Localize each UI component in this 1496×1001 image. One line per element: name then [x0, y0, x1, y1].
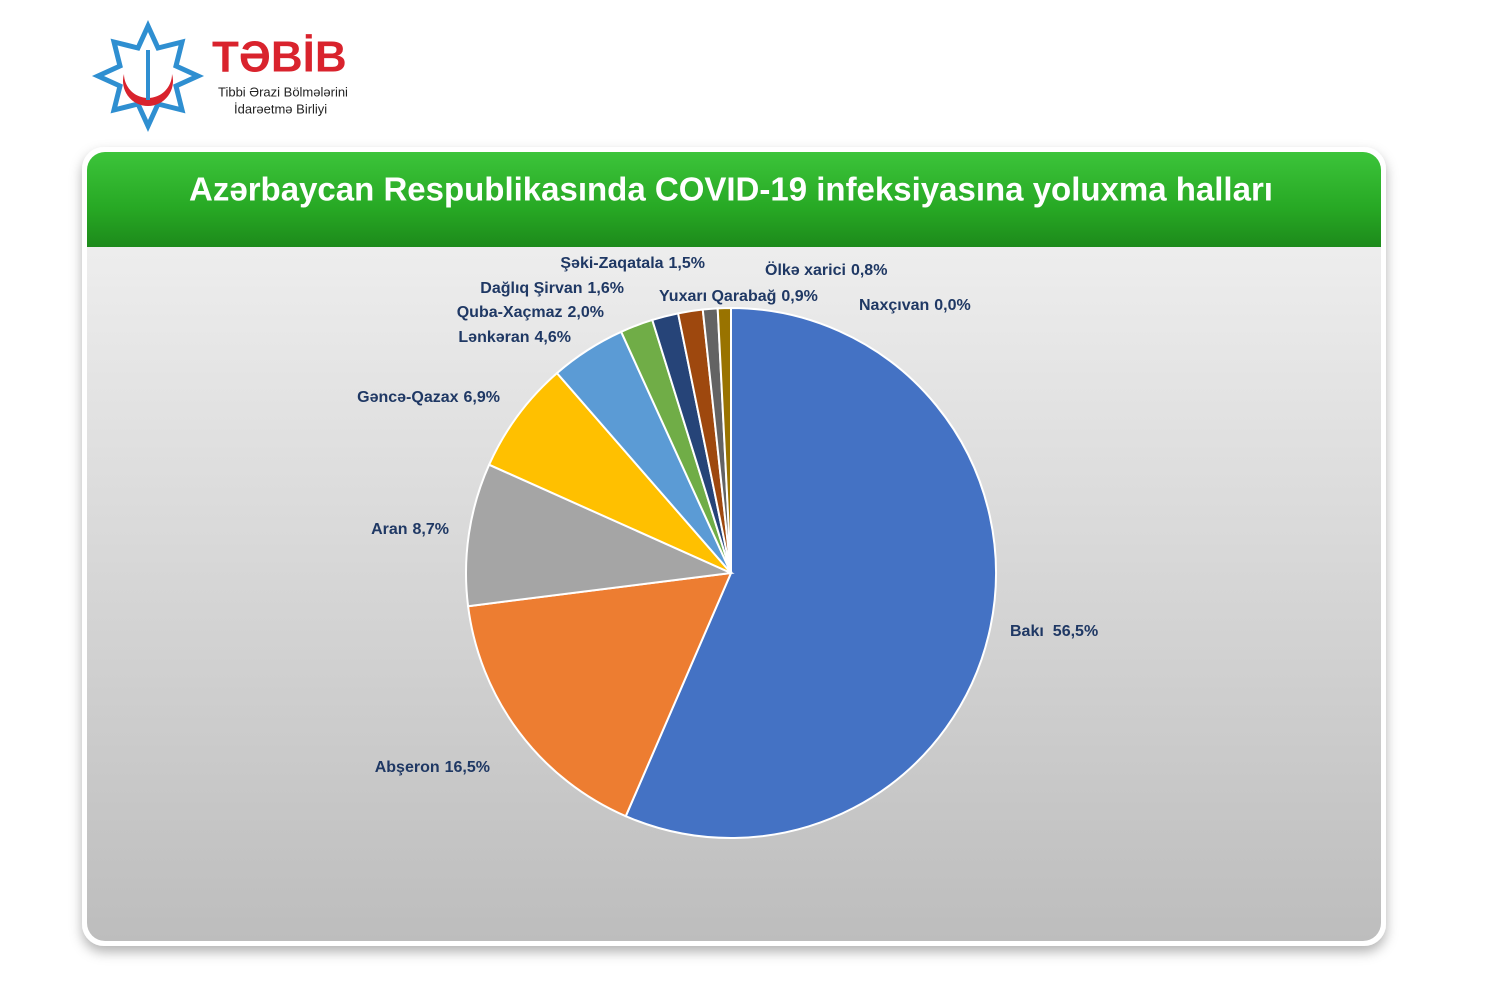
slice-label: Aran 8,7%: [371, 521, 449, 538]
value-label: 1,5%: [669, 255, 705, 272]
chart-title: Azərbaycan Respublikasında COVID-19 infe…: [189, 171, 1273, 208]
pie-slice: [624, 306, 997, 839]
category-name: Ölkə xarici: [765, 260, 846, 279]
logo-subtitle: İdarəetmə Birliyi: [234, 101, 327, 116]
category-name: Quba-Xaçmaz: [457, 304, 563, 321]
value-label: 4,6%: [535, 329, 571, 346]
category-name: Lənkəran: [458, 329, 529, 346]
category-name: Abşeron: [375, 759, 440, 776]
category-name: Gəncə-Qazax: [357, 389, 458, 406]
category-name: Yuxarı Qarabağ: [659, 288, 776, 305]
category-name: Dağlıq Şirvan: [480, 280, 582, 297]
category-name: Bakı: [1010, 623, 1044, 640]
category-name: Şəki-Zaqatala: [560, 255, 663, 272]
value-label: 6,9%: [464, 389, 500, 406]
logo-crescent: [123, 74, 173, 107]
logo: TƏBİB Tibbi Ərazi Bölmələrini İdarəetmə …: [91, 19, 348, 133]
slice-label: Dağlıq Şirvan 1,6%: [480, 280, 624, 297]
panel-header: [87, 152, 1381, 247]
slice-label: Lənkəran 4,6%: [458, 329, 571, 346]
category-name: Naxçıvan: [859, 297, 929, 314]
value-label: 8,7%: [413, 521, 449, 538]
logo-star: [91, 19, 205, 133]
slice-label: Naxçıvan 0,0%: [859, 297, 971, 314]
value-label: 2,0%: [568, 304, 604, 321]
value-label: 16,5%: [445, 759, 490, 776]
value-label: 0,8%: [851, 262, 887, 279]
category-name: Aran: [371, 521, 407, 538]
pie-slice: [466, 571, 733, 818]
pie: Bakı 56,5% Abşeron 16,5% Aran 8,7% Gəncə-Qazax…: [357, 255, 1098, 839]
slice-label: Abşeron 16,5%: [375, 759, 490, 776]
slice-label: Quba-Xaçmaz 2,0%: [457, 304, 604, 321]
value-label: 0,0%: [934, 297, 970, 314]
pie-slice: [465, 463, 735, 608]
slice-label: Bakı 56,5%: [1010, 623, 1098, 640]
value-label: 1,6%: [588, 280, 624, 297]
value-label: 56,5%: [1053, 623, 1098, 640]
slice-label: Şəki-Zaqatala 1,5%: [560, 255, 705, 272]
logo-subtitle: Tibbi Ərazi Bölmələrini: [218, 84, 348, 99]
slice-label: Gəncə-Qazax 6,9%: [357, 389, 500, 406]
value-label: 0,9%: [781, 288, 817, 305]
slice-label: Yuxarı Qarabağ 0,9%: [659, 288, 818, 305]
pie-slice: [487, 371, 732, 574]
logo-title: TƏBİB: [212, 33, 347, 82]
slice-label: Ölkə xarici 0,8%: [765, 260, 887, 279]
